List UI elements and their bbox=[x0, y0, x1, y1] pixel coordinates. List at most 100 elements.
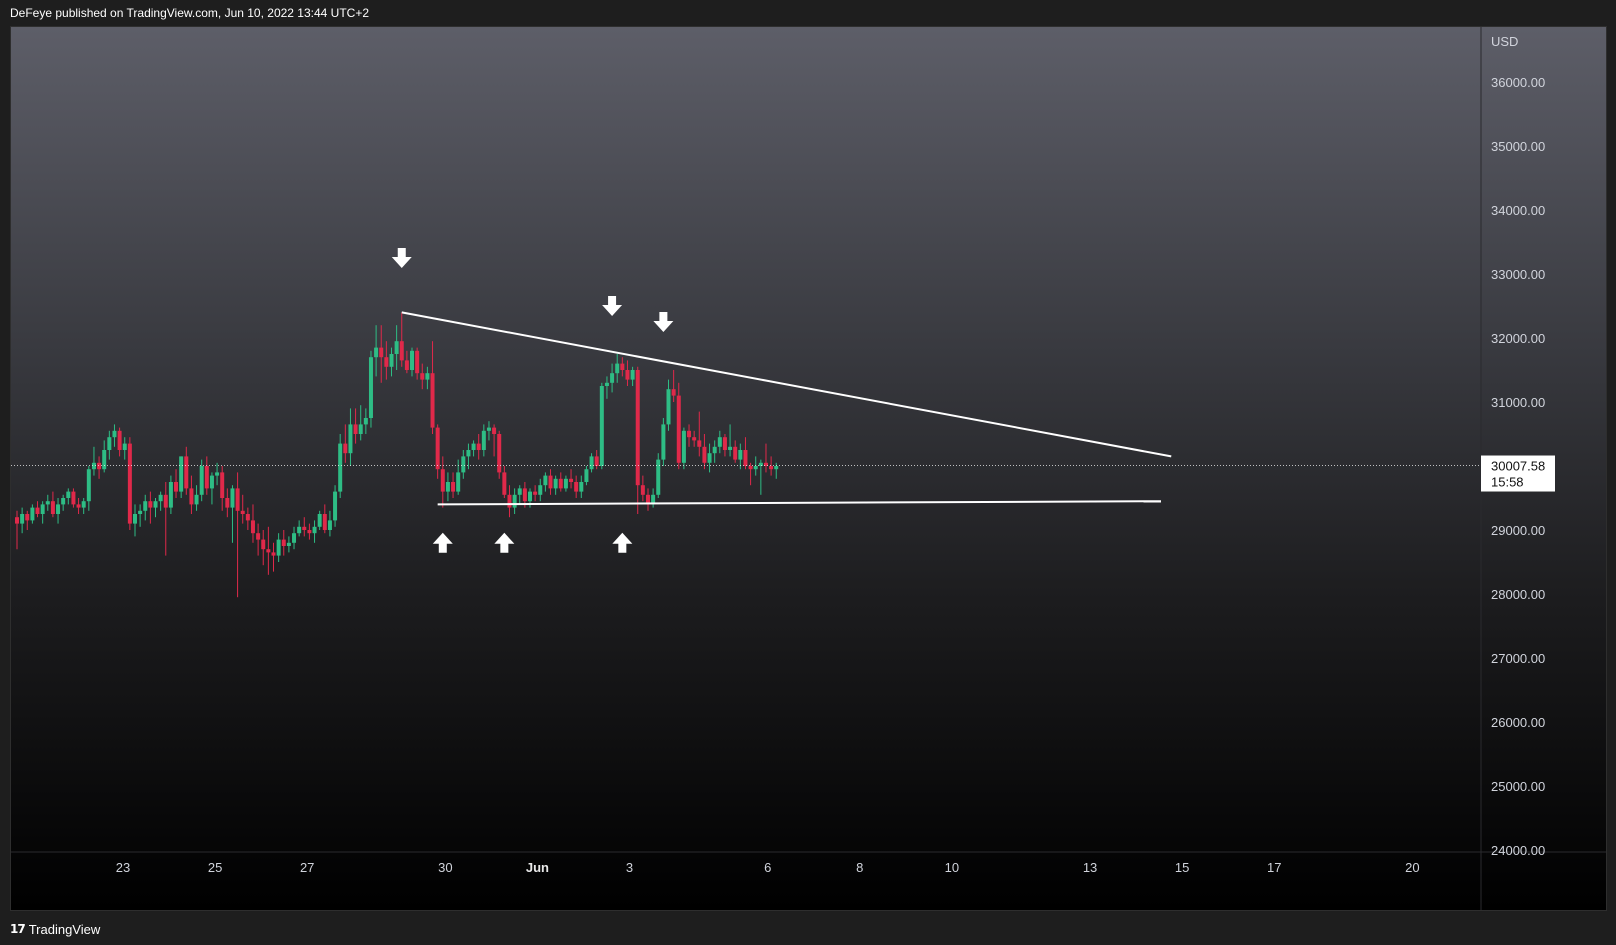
candle bbox=[189, 475, 194, 514]
candle bbox=[271, 542, 276, 572]
candle bbox=[15, 510, 19, 550]
candle bbox=[517, 485, 522, 505]
chart-panel[interactable]: USD 36000.00 35000.00 34000.00 33000.00 3200… bbox=[10, 26, 1607, 911]
y-tick-label: 26000.00 bbox=[1491, 715, 1545, 730]
candle bbox=[204, 456, 209, 495]
candle bbox=[117, 427, 122, 457]
candle bbox=[692, 430, 697, 447]
candle bbox=[425, 366, 430, 390]
candle bbox=[599, 382, 604, 470]
candle bbox=[625, 360, 630, 386]
candle bbox=[548, 469, 553, 495]
y-tick-label: 35000.00 bbox=[1491, 139, 1545, 154]
x-tick-label: 8 bbox=[856, 860, 863, 875]
candlestick-chart[interactable]: USD 36000.00 35000.00 34000.00 33000.00 3200… bbox=[11, 27, 1606, 910]
candle bbox=[645, 488, 650, 511]
candle bbox=[225, 488, 230, 518]
candle bbox=[717, 430, 722, 454]
candle bbox=[492, 424, 497, 457]
candle bbox=[122, 437, 127, 460]
candle bbox=[107, 430, 112, 460]
arrow-down-icon[interactable] bbox=[391, 248, 412, 268]
candle bbox=[420, 363, 425, 390]
candle bbox=[681, 427, 686, 470]
candle bbox=[579, 475, 584, 498]
candle bbox=[430, 341, 435, 434]
candle bbox=[261, 530, 266, 566]
candle bbox=[497, 430, 502, 479]
candle bbox=[266, 526, 271, 575]
candle bbox=[594, 450, 599, 470]
candle bbox=[97, 456, 102, 479]
candle bbox=[394, 325, 399, 370]
candle bbox=[368, 350, 373, 428]
candle bbox=[748, 462, 753, 486]
candle bbox=[604, 376, 609, 399]
descending-trendline[interactable] bbox=[401, 311, 1172, 458]
brand-text: TradingView bbox=[28, 921, 101, 937]
footer-brand[interactable]: 17 TradingView bbox=[10, 920, 100, 938]
candle bbox=[194, 485, 199, 511]
candle bbox=[184, 446, 189, 495]
x-tick-label: 23 bbox=[116, 860, 130, 875]
candle bbox=[712, 440, 717, 463]
candle bbox=[656, 453, 661, 498]
candle bbox=[307, 523, 312, 540]
x-tick-label: 17 bbox=[1267, 860, 1281, 875]
candle bbox=[481, 424, 486, 457]
candle bbox=[25, 510, 30, 530]
candle bbox=[56, 498, 61, 524]
candle bbox=[569, 469, 574, 489]
candle bbox=[240, 494, 245, 524]
candle bbox=[538, 478, 543, 502]
candle bbox=[292, 526, 297, 550]
candle bbox=[81, 498, 86, 514]
x-tick-label: 27 bbox=[300, 860, 314, 875]
candle bbox=[281, 530, 286, 556]
candle bbox=[250, 504, 255, 543]
candle bbox=[666, 379, 671, 431]
support-line[interactable] bbox=[437, 500, 1161, 506]
candle bbox=[563, 475, 568, 492]
candle bbox=[733, 440, 738, 463]
arrow-up-icon[interactable] bbox=[494, 532, 515, 553]
candle bbox=[148, 491, 153, 524]
candle bbox=[358, 405, 363, 441]
candle bbox=[615, 354, 620, 383]
candle bbox=[40, 501, 45, 524]
candle bbox=[158, 491, 163, 511]
candle bbox=[507, 485, 512, 518]
candle bbox=[209, 472, 214, 505]
arrow-up-icon[interactable] bbox=[612, 532, 633, 553]
arrow-down-icon[interactable] bbox=[602, 296, 623, 316]
candle bbox=[317, 510, 322, 530]
candle bbox=[758, 459, 763, 495]
candle bbox=[312, 520, 317, 543]
candle bbox=[707, 443, 712, 473]
candle bbox=[440, 456, 445, 508]
candle bbox=[471, 440, 476, 457]
candle bbox=[333, 485, 338, 527]
y-tick-label: 32000.00 bbox=[1491, 331, 1545, 346]
candle bbox=[404, 350, 409, 374]
candle bbox=[466, 443, 471, 470]
candle bbox=[302, 517, 307, 537]
candle bbox=[415, 347, 420, 380]
candle bbox=[620, 357, 625, 377]
candle bbox=[635, 366, 640, 514]
candle bbox=[363, 408, 368, 434]
candle bbox=[435, 424, 440, 479]
candle bbox=[235, 472, 240, 598]
arrow-up-icon[interactable] bbox=[432, 532, 453, 553]
candle bbox=[256, 523, 261, 556]
candle bbox=[76, 498, 81, 514]
candle bbox=[558, 472, 563, 492]
candle bbox=[379, 325, 384, 383]
candle bbox=[697, 411, 702, 457]
candle bbox=[20, 507, 25, 534]
x-tick-label: 15 bbox=[1175, 860, 1189, 875]
candle bbox=[445, 472, 450, 502]
candle bbox=[743, 437, 748, 470]
candle bbox=[676, 382, 681, 470]
arrow-down-icon[interactable] bbox=[653, 312, 674, 332]
